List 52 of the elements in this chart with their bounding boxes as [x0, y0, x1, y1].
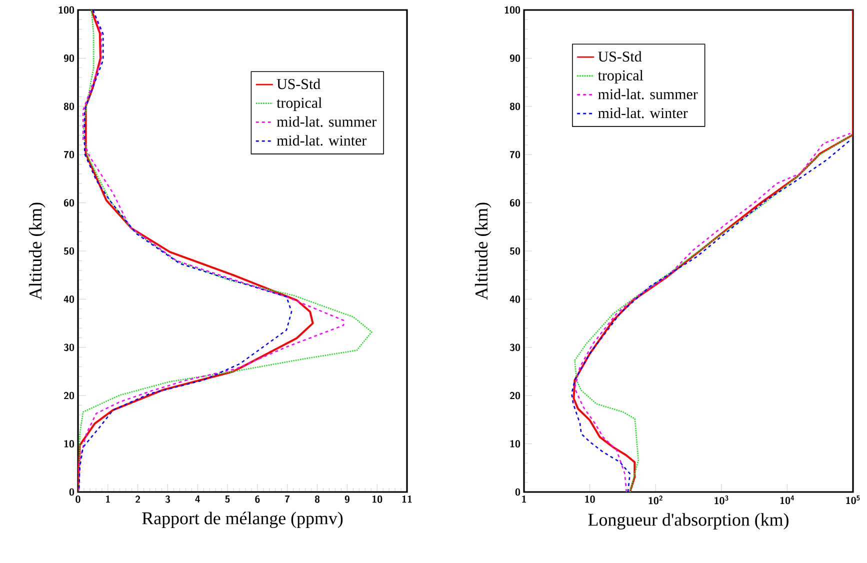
legend-label: US-Std: [598, 51, 642, 62]
y-tick-label: 0: [69, 488, 74, 496]
y-tick-label: 80: [510, 102, 520, 110]
y-tick-label: 40: [64, 296, 74, 303]
y-tick-label: 50: [510, 247, 520, 255]
x-tick-label: 10$^{5}$: [846, 496, 860, 504]
x-tick-label: 1: [522, 496, 526, 503]
y-tick-label: 90: [64, 54, 74, 62]
y-tick-label: 70: [510, 150, 520, 158]
legend-label: tropical: [598, 70, 644, 84]
y-axis-title: Altitude (km): [28, 202, 46, 300]
x-tick-label: 6: [255, 496, 260, 503]
x-axis-title: Rapport de mélange (ppmv): [142, 512, 343, 528]
y-tick-label: 90: [510, 54, 520, 62]
x-tick-label: 9: [344, 496, 350, 503]
y-tick-label: 60: [64, 199, 74, 206]
x-tick-label: 2: [136, 496, 140, 503]
y-tick-label: 10: [64, 440, 74, 448]
x-tick-label: 10: [372, 496, 382, 503]
y-axis-title: Altitude (km): [474, 202, 492, 300]
y-tick-label: 30: [510, 344, 520, 352]
x-tick-label: 10$^{4}$: [780, 496, 794, 504]
x-tick-label: 5: [225, 496, 230, 503]
legend-label: US-Std: [276, 78, 320, 90]
y-tick-label: 40: [510, 296, 520, 303]
x-tick-label: 3: [165, 496, 170, 503]
y-tick-label: 100: [504, 6, 520, 14]
x-tick-label: 4: [195, 496, 200, 502]
legend-label: tropical: [276, 97, 322, 111]
y-tick-label: 100: [58, 6, 74, 14]
legend-label: mid-lat. winter: [276, 135, 367, 146]
x-tick-label: 10$^{2}$: [648, 496, 662, 504]
y-tick-label: 30: [64, 344, 74, 352]
x-tick-label: 7: [285, 496, 290, 503]
y-tick-label: 60: [510, 199, 520, 206]
x-tick-label: 10$^{3}$: [714, 496, 728, 504]
y-tick-label: 80: [64, 102, 74, 110]
x-tick-label: 10: [585, 496, 595, 503]
y-tick-label: 10: [510, 440, 520, 448]
y-tick-label: 0: [515, 488, 520, 496]
y-tick-label: 20: [510, 392, 520, 400]
x-tick-label: 11: [402, 496, 412, 503]
x-axis-title: Longueur d'absorption (km): [588, 513, 788, 530]
y-tick-label: 50: [64, 247, 74, 255]
legend-label: mid-lat. winter: [598, 108, 688, 118]
legend-label: mid-lat. summer: [598, 88, 698, 100]
y-tick-label: 70: [64, 150, 74, 158]
x-tick-label: 8: [314, 496, 320, 503]
y-tick-label: 20: [64, 392, 74, 400]
legend-label: mid-lat. summer: [276, 116, 376, 127]
x-tick-label: 1: [106, 496, 110, 503]
x-tick-label: 0: [76, 496, 80, 503]
